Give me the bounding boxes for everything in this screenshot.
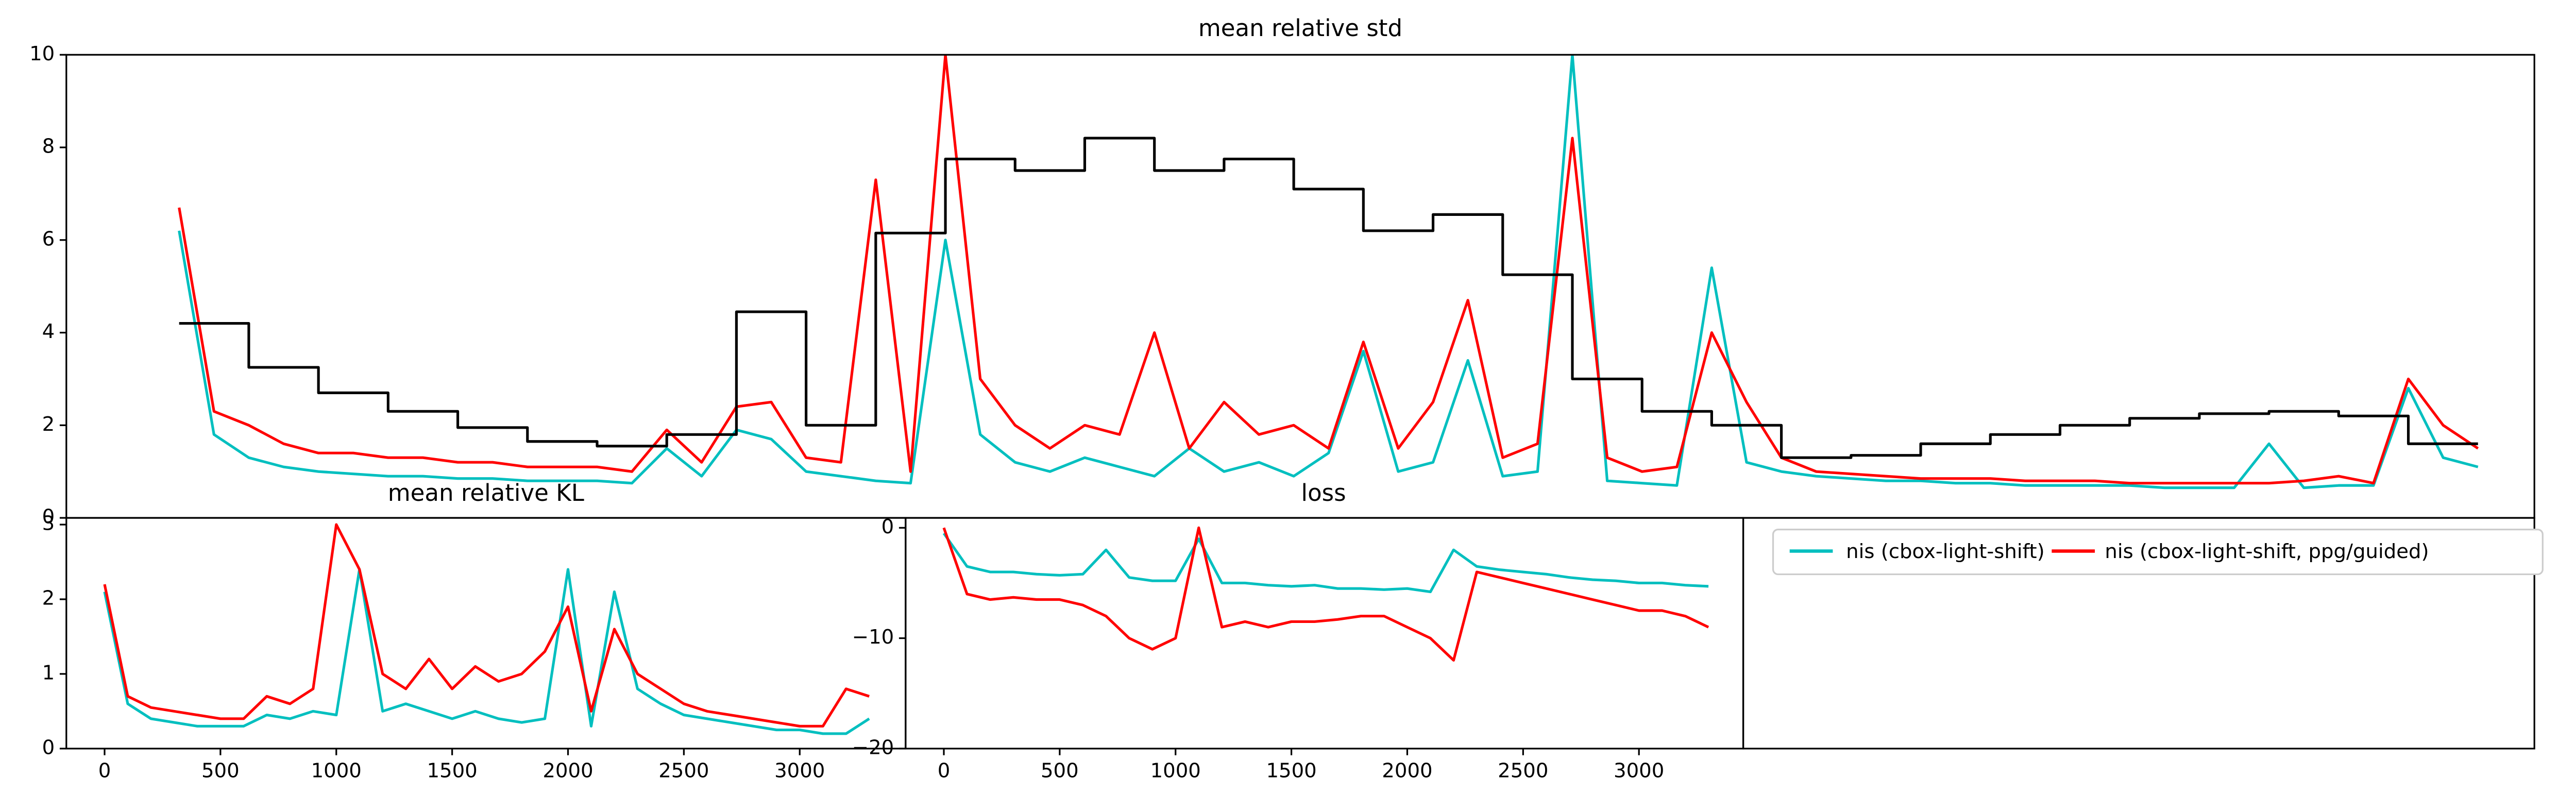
x-tick-label: 2000 <box>543 759 593 782</box>
chart-title: loss <box>1301 479 1346 507</box>
x-tick-label: 1000 <box>1150 759 1201 782</box>
legend: nis (cbox-light-shift) nis (cbox-light-s… <box>1772 528 2544 576</box>
y-tick-label: 1 <box>42 661 55 684</box>
y-tick-label: −20 <box>852 736 894 759</box>
y-tick-label: 0 <box>882 515 894 538</box>
x-tick-label: 500 <box>201 759 240 782</box>
x-tick-label: 3000 <box>774 759 825 782</box>
x-tick-label: 1000 <box>311 759 362 782</box>
series-line <box>942 526 1709 662</box>
x-tick-label: 2500 <box>658 759 709 782</box>
x-tick-label: 1500 <box>1266 759 1316 782</box>
y-tick-label: 3 <box>42 512 55 535</box>
x-tick-label: 0 <box>938 759 951 782</box>
series-line <box>179 137 2478 459</box>
series-line <box>103 523 870 728</box>
y-tick-label: 0 <box>42 505 55 529</box>
y-tick-label: −10 <box>852 626 894 649</box>
series-line <box>942 532 1709 594</box>
legend-frame <box>1772 528 2544 576</box>
axes-frame <box>905 517 1744 750</box>
plot-area <box>178 55 2479 490</box>
series-line <box>103 568 870 735</box>
x-tick-label: 3000 <box>1614 759 1664 782</box>
x-tick-label: 2000 <box>1382 759 1432 782</box>
y-tick-label: 2 <box>42 413 55 436</box>
series-line <box>178 55 2479 485</box>
y-tick-label: 4 <box>42 320 55 343</box>
y-tick-label: 8 <box>42 135 55 158</box>
x-tick-label: 0 <box>98 759 111 782</box>
legend-label: nis (cbox-light-shift, ppg/guided) <box>2105 540 2429 563</box>
plot-area <box>103 523 870 735</box>
x-tick-label: 1500 <box>427 759 477 782</box>
x-tick-label: 500 <box>1041 759 1079 782</box>
series-line <box>178 55 2479 490</box>
plot-area <box>942 526 1709 662</box>
x-tick-label: 2500 <box>1498 759 1548 782</box>
legend-label: nis (cbox-light-shift) <box>1846 540 2045 563</box>
y-tick-label: 10 <box>29 42 55 65</box>
y-tick-label: 0 <box>42 736 55 759</box>
chart-title: mean relative std <box>1198 14 1402 42</box>
y-tick-label: 2 <box>42 586 55 610</box>
y-tick-label: 6 <box>42 227 55 250</box>
chart-title: mean relative KL <box>388 479 584 507</box>
